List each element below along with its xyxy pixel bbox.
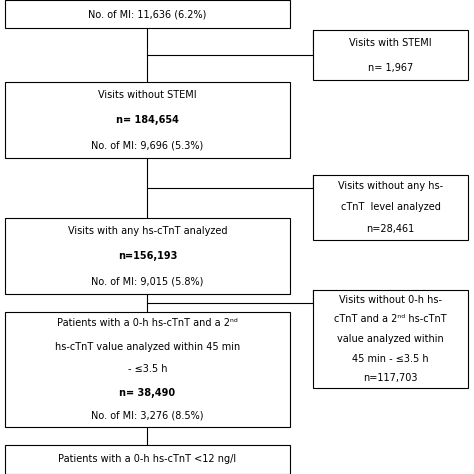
Bar — [5, 218, 290, 294]
Bar — [5, 445, 290, 474]
Text: Visits without any hs-: Visits without any hs- — [338, 181, 443, 191]
Text: Patients with a 0-h hs-cTnT and a 2ⁿᵈ: Patients with a 0-h hs-cTnT and a 2ⁿᵈ — [57, 319, 238, 328]
Text: n= 38,490: n= 38,490 — [119, 388, 175, 398]
Text: Patients with a 0-h hs-cTnT <12 ng/l: Patients with a 0-h hs-cTnT <12 ng/l — [58, 455, 237, 465]
Bar — [313, 290, 468, 388]
Bar — [5, 82, 290, 158]
Bar — [313, 30, 468, 80]
Text: n=28,461: n=28,461 — [366, 224, 415, 234]
Text: No. of MI: 9,015 (5.8%): No. of MI: 9,015 (5.8%) — [91, 276, 204, 286]
Text: n= 184,654: n= 184,654 — [116, 115, 179, 125]
Text: - ≤3.5 h: - ≤3.5 h — [128, 365, 167, 374]
Text: cTnT and a 2ⁿᵈ hs-cTnT: cTnT and a 2ⁿᵈ hs-cTnT — [334, 314, 447, 324]
Text: n=156,193: n=156,193 — [118, 251, 177, 261]
Bar — [313, 175, 468, 240]
Text: cTnT  level analyzed: cTnT level analyzed — [340, 202, 440, 212]
Text: No. of MI: 11,636 (6.2%): No. of MI: 11,636 (6.2%) — [88, 9, 207, 19]
Text: 45 min - ≤3.5 h: 45 min - ≤3.5 h — [352, 354, 429, 364]
Text: n=117,703: n=117,703 — [363, 373, 418, 383]
Text: hs-cTnT value analyzed within 45 min: hs-cTnT value analyzed within 45 min — [55, 341, 240, 352]
Bar — [5, 312, 290, 427]
Text: value analyzed within: value analyzed within — [337, 334, 444, 344]
Text: Visits with any hs-cTnT analyzed: Visits with any hs-cTnT analyzed — [68, 226, 227, 236]
Text: n= 1,967: n= 1,967 — [368, 63, 413, 73]
Text: Visits without 0-h hs-: Visits without 0-h hs- — [339, 295, 442, 305]
Text: Visits with STEMI: Visits with STEMI — [349, 37, 432, 47]
Text: No. of MI: 9,696 (5.3%): No. of MI: 9,696 (5.3%) — [91, 140, 204, 150]
Text: No. of MI: 3,276 (8.5%): No. of MI: 3,276 (8.5%) — [91, 410, 204, 420]
Bar — [5, 0, 290, 28]
Text: Visits without STEMI: Visits without STEMI — [98, 90, 197, 100]
